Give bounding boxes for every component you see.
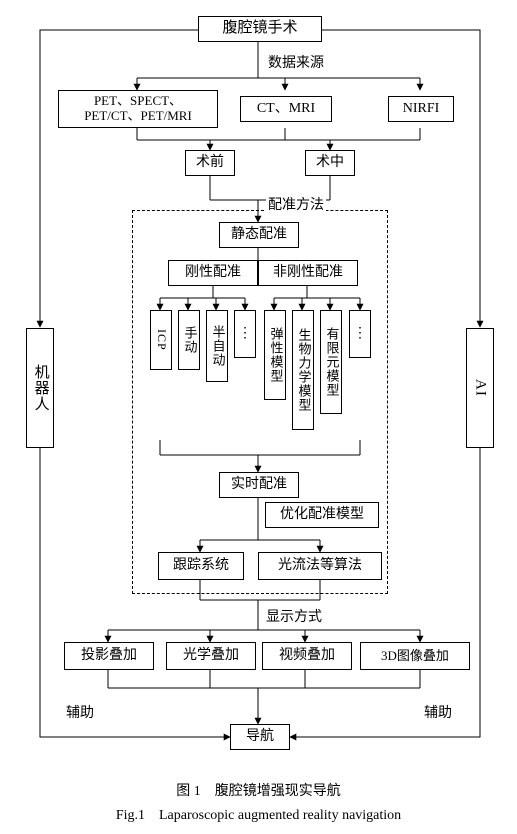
node-manual: 手动 [178, 310, 200, 370]
node-nrdots: ⋮ [349, 310, 371, 358]
node-top: 腹腔镜手术 [198, 16, 322, 42]
node-bio: 生物力学模型 [292, 310, 314, 430]
node-fem: 有限元模型 [320, 310, 342, 414]
node-proj: 投影叠加 [64, 642, 154, 670]
node-ctmri: CT、MRI [240, 96, 332, 122]
node-pet: PET、SPECT、 PET/CT、PET/MRI [58, 90, 218, 128]
caption-en: Fig.1 Laparoscopic augmented reality nav… [0, 804, 517, 824]
node-elastic: 弹性模型 [264, 310, 286, 400]
node-static: 静态配准 [219, 222, 299, 248]
node-preop: 术前 [185, 150, 235, 176]
node-rdots: ⋮ [234, 310, 256, 358]
node-threed: 3D图像叠加 [360, 642, 470, 670]
node-video: 视频叠加 [262, 642, 352, 670]
node-ai: AI [466, 328, 494, 448]
label-display: 显示方式 [266, 606, 322, 626]
node-nirfi: NIRFI [388, 96, 454, 122]
node-intraop: 术中 [305, 150, 355, 176]
node-nav: 导航 [230, 724, 290, 750]
label-aux-r: 辅助 [424, 702, 452, 722]
node-optical: 光学叠加 [166, 642, 256, 670]
node-top-text: 腹腔镜手术 [222, 20, 297, 37]
diagram-stage: 腹腔镜手术 数据来源 PET、SPECT、 PET/CT、PET/MRI CT、… [0, 0, 517, 834]
node-tracking: 跟踪系统 [158, 552, 244, 580]
label-reg: 配准方法 [266, 194, 326, 214]
label-source: 数据来源 [268, 52, 324, 72]
node-rigid: 刚性配准 [168, 260, 258, 286]
node-nonrigid: 非刚性配准 [258, 260, 358, 286]
node-realtime: 实时配准 [219, 472, 299, 498]
node-robot: 机器人 [26, 328, 54, 448]
label-aux-l: 辅助 [66, 702, 94, 722]
node-semi: 半自动 [206, 310, 228, 382]
node-icp: ICP [150, 310, 172, 370]
caption-cn: 图 1 腹腔镜增强现实导航 [0, 780, 517, 800]
node-optimize: 优化配准模型 [265, 502, 379, 528]
node-optflow: 光流法等算法 [258, 552, 382, 580]
